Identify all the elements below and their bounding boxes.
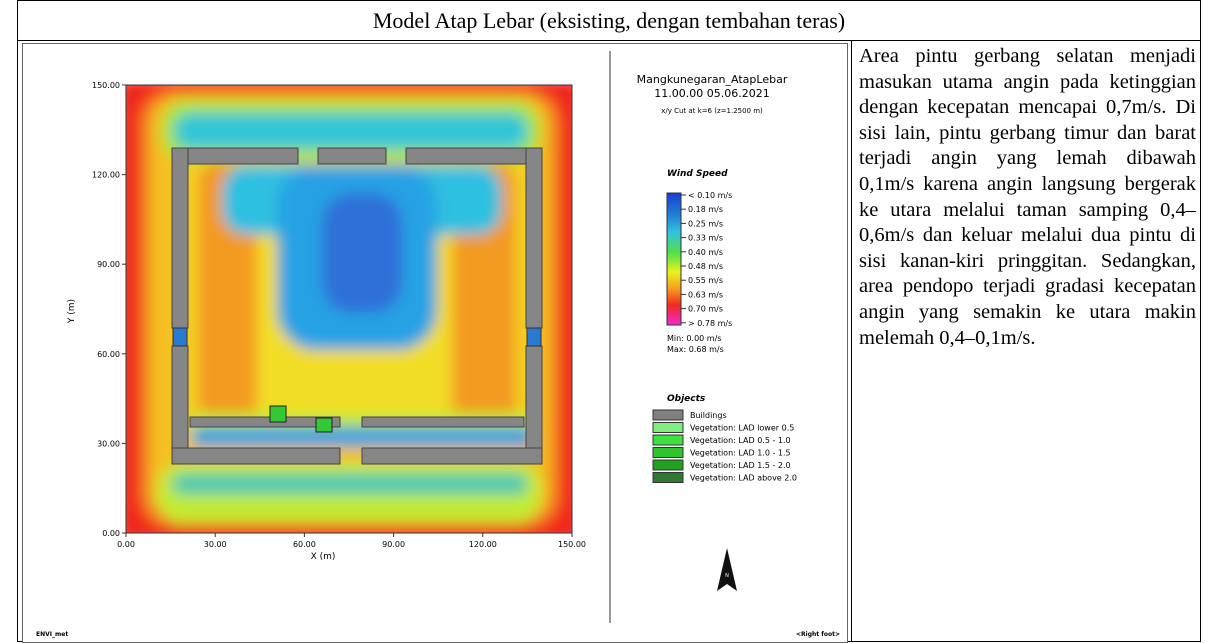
legend-label: 0.33 m/s xyxy=(688,234,723,243)
x-tick-label: 30.00 xyxy=(204,540,227,549)
object-label: Vegetation: LAD 1.5 - 2.0 xyxy=(690,461,791,470)
legend-label: < 0.10 m/s xyxy=(688,191,732,200)
figure-datetime: 11.00.00 05.06.2021 xyxy=(654,87,769,100)
legend-title: Wind Speed xyxy=(667,169,728,179)
y-axis-label: Y (m) xyxy=(67,299,77,324)
legend-label: > 0.78 m/s xyxy=(688,319,732,328)
table-header: Model Atap Lebar (eksisting, dengan temb… xyxy=(18,1,1200,41)
legend-label: 0.70 m/s xyxy=(688,305,723,314)
x-tick-label: 120.00 xyxy=(469,540,497,549)
legend-label: 0.55 m/s xyxy=(688,276,723,285)
column-divider xyxy=(851,41,852,642)
object-label: Vegetation: LAD above 2.0 xyxy=(690,474,797,483)
legend-label: 0.40 m/s xyxy=(688,248,723,257)
x-tick-label: 150.00 xyxy=(558,540,586,549)
legend-label: 0.48 m/s xyxy=(688,262,723,271)
legend-label: 0.25 m/s xyxy=(688,219,723,228)
object-swatch xyxy=(653,473,683,483)
object-swatch xyxy=(653,448,683,458)
x-tick-label: 90.00 xyxy=(382,540,405,549)
description: Area pintu gerbang selatan menjadi masuk… xyxy=(859,44,1196,351)
object-swatch xyxy=(653,423,683,433)
x-tick-label: 0.00 xyxy=(117,540,135,549)
object-label: Vegetation: LAD lower 0.5 xyxy=(690,424,794,433)
y-tick-label: 90.00 xyxy=(97,260,120,269)
object-label: Buildings xyxy=(690,411,727,420)
legend-label: 0.63 m/s xyxy=(688,290,723,299)
object-label: Vegetation: LAD 0.5 - 1.0 xyxy=(690,436,791,445)
x-tick-label: 60.00 xyxy=(293,540,316,549)
objects-title: Objects xyxy=(667,394,706,404)
legend-max: Max: 0.68 m/s xyxy=(667,345,724,354)
object-swatch xyxy=(653,435,683,445)
footer-left: ENVI_met xyxy=(36,631,68,638)
figure: 150.00 120.00 90.00 60.00 30.00 0.00 0.00 30.00… xyxy=(22,43,848,643)
svg-text:N: N xyxy=(725,573,729,579)
figure-cut: x/y Cut at k=6 (z=1.2500 m) xyxy=(661,107,763,115)
legend-label: 0.18 m/s xyxy=(688,205,723,214)
object-swatch xyxy=(653,410,683,420)
figure-title: Mangkunegaran_AtapLebar xyxy=(637,73,788,86)
legend-min: Min: 0.00 m/s xyxy=(667,334,721,343)
object-label: Vegetation: LAD 1.0 - 1.5 xyxy=(690,449,791,458)
page: Model Atap Lebar (eksisting, dengan temb… xyxy=(0,0,1205,643)
footer-right: <Right foot> xyxy=(796,631,840,638)
y-tick-label: 60.00 xyxy=(97,350,120,359)
x-axis-label: X (m) xyxy=(311,552,336,562)
y-tick-label: 150.00 xyxy=(92,81,120,90)
y-tick-label: 120.00 xyxy=(92,171,120,180)
y-tick-label: 0.00 xyxy=(102,529,120,538)
object-swatch xyxy=(653,460,683,470)
wind-map xyxy=(117,78,582,543)
legend-colorbar xyxy=(667,193,681,325)
y-tick-label: 30.00 xyxy=(97,439,120,448)
